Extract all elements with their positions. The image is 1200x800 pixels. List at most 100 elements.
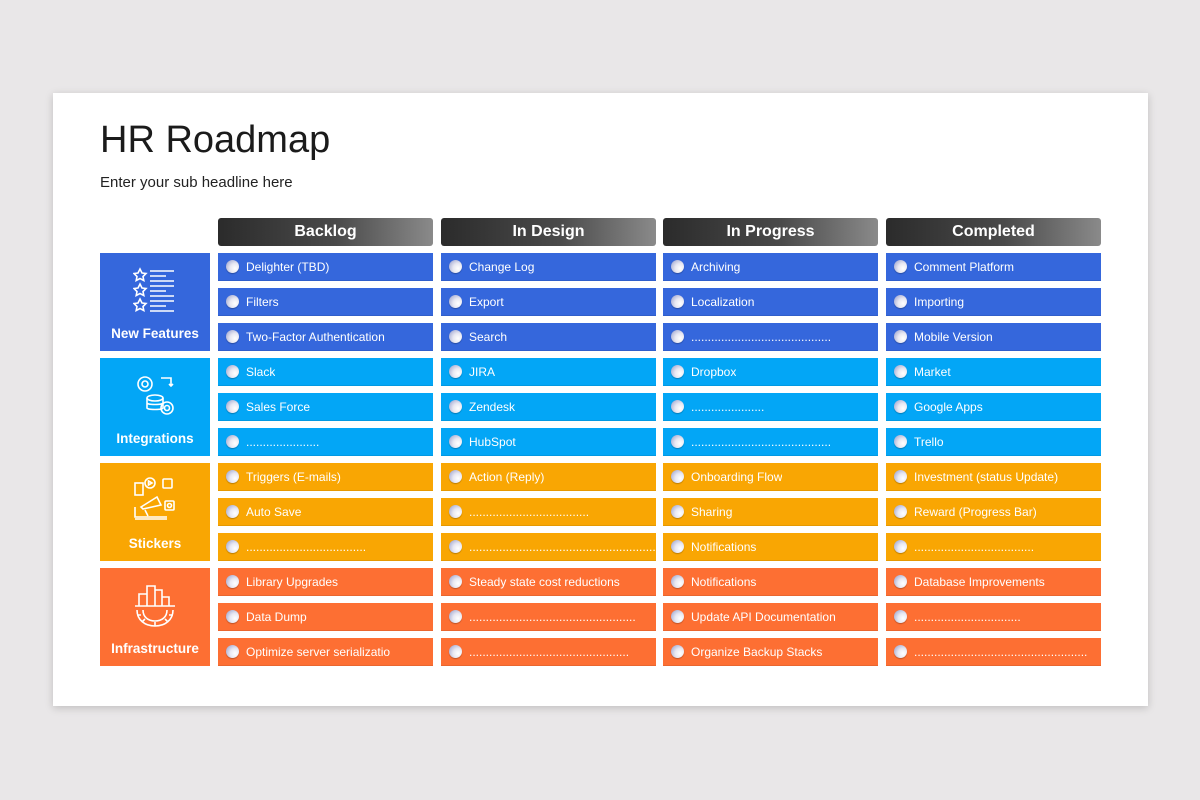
roadmap-item-label: Trello	[914, 434, 944, 449]
bullet-icon	[226, 435, 239, 448]
roadmap-item-label: Onboarding Flow	[691, 469, 783, 484]
star-list-icon	[132, 267, 177, 326]
roadmap-item[interactable]: Delighter (TBD)	[218, 253, 433, 281]
bullet-icon	[671, 645, 684, 658]
roadmap-item-label: Localization	[691, 294, 755, 309]
roadmap-item-label: Optimize server serializatio	[246, 644, 391, 659]
category-label: New Features	[111, 326, 199, 341]
roadmap-item[interactable]: Zendesk	[441, 393, 656, 421]
roadmap-item[interactable]: ........................................…	[663, 323, 878, 351]
roadmap-item[interactable]: Search	[441, 323, 656, 351]
roadmap-item-label: Notifications	[691, 539, 757, 554]
bullet-icon	[671, 540, 684, 553]
roadmap-item[interactable]: ....................................	[441, 498, 656, 526]
roadmap-item[interactable]: Market	[886, 358, 1101, 386]
roadmap-item-label: Market	[914, 364, 951, 379]
bullet-icon	[226, 295, 239, 308]
roadmap-item[interactable]: Steady state cost reductions	[441, 568, 656, 596]
page-title: HR Roadmap	[100, 119, 331, 161]
roadmap-item-label: Action (Reply)	[469, 469, 545, 484]
roadmap-item[interactable]: Investment (status Update)	[886, 463, 1101, 491]
roadmap-item[interactable]: Mobile Version	[886, 323, 1101, 351]
roadmap-item[interactable]: Update API Documentation	[663, 603, 878, 631]
bullet-icon	[226, 365, 239, 378]
roadmap-item[interactable]: Change Log	[441, 253, 656, 281]
roadmap-item-label: Sharing	[691, 504, 733, 519]
bullet-icon	[226, 575, 239, 588]
bullet-icon	[894, 610, 907, 623]
roadmap-item-label: Investment (status Update)	[914, 469, 1059, 484]
column-header-backlog: Backlog	[218, 218, 433, 246]
roadmap-item[interactable]: Onboarding Flow	[663, 463, 878, 491]
roadmap-item-label: ......................	[246, 434, 320, 449]
roadmap-item[interactable]: ........................................…	[663, 428, 878, 456]
bullet-icon	[671, 400, 684, 413]
roadmap-item[interactable]: ....................................	[886, 533, 1101, 561]
roadmap-item-label: ........................................…	[469, 644, 630, 659]
roadmap-item[interactable]: HubSpot	[441, 428, 656, 456]
bullet-icon	[226, 540, 239, 553]
roadmap-item[interactable]: Notifications	[663, 533, 878, 561]
roadmap-item[interactable]: ......................	[663, 393, 878, 421]
bullet-icon	[894, 295, 907, 308]
roadmap-item[interactable]: Localization	[663, 288, 878, 316]
roadmap-item[interactable]: Database Improvements	[886, 568, 1101, 596]
roadmap-item-label: Export	[469, 294, 504, 309]
roadmap-item-label: ........................................…	[914, 644, 1088, 659]
roadmap-item[interactable]: Optimize server serializatio	[218, 638, 433, 666]
roadmap-item-label: Zendesk	[469, 399, 516, 414]
roadmap-item[interactable]: ................................	[886, 603, 1101, 631]
column-header-in-progress: In Progress	[663, 218, 878, 246]
roadmap-item[interactable]: Sharing	[663, 498, 878, 526]
bullet-icon	[449, 575, 462, 588]
roadmap-item-label: Change Log	[469, 259, 535, 274]
roadmap-item[interactable]: Dropbox	[663, 358, 878, 386]
roadmap-item-label: Delighter (TBD)	[246, 259, 330, 274]
roadmap-item[interactable]: ........................................…	[886, 638, 1101, 666]
category-label: Stickers	[128, 536, 182, 551]
roadmap-item[interactable]: Trello	[886, 428, 1101, 456]
roadmap-item[interactable]: Action (Reply)	[441, 463, 656, 491]
bullet-icon	[449, 295, 462, 308]
roadmap-item[interactable]: Triggers (E-mails)	[218, 463, 433, 491]
roadmap-item[interactable]: Sales Force	[218, 393, 433, 421]
roadmap-item[interactable]: Notifications	[663, 568, 878, 596]
category-label: Infrastructure	[111, 641, 199, 656]
roadmap-item-label: Reward (Progress Bar)	[914, 504, 1037, 519]
roadmap-item[interactable]: Archiving	[663, 253, 878, 281]
roadmap-item[interactable]: Export	[441, 288, 656, 316]
bullet-icon	[449, 400, 462, 413]
bullet-icon	[226, 330, 239, 343]
bullet-icon	[671, 505, 684, 518]
bullet-icon	[671, 330, 684, 343]
roadmap-item-label: ........................................…	[691, 434, 832, 449]
roadmap-item[interactable]: Library Upgrades	[218, 568, 433, 596]
roadmap-item[interactable]: ......................	[218, 428, 433, 456]
roadmap-item[interactable]: Two-Factor Authentication	[218, 323, 433, 351]
roadmap-item[interactable]: Comment Platform	[886, 253, 1101, 281]
roadmap-item[interactable]: ....................................	[218, 533, 433, 561]
roadmap-item-label: Organize Backup Stacks	[691, 644, 823, 659]
category-infrastructure: Infrastructure	[100, 568, 210, 666]
roadmap-item[interactable]: JIRA	[441, 358, 656, 386]
roadmap-item[interactable]: Reward (Progress Bar)	[886, 498, 1101, 526]
roadmap-item-label: Archiving	[691, 259, 741, 274]
roadmap-item[interactable]: Filters	[218, 288, 433, 316]
roadmap-item[interactable]: Organize Backup Stacks	[663, 638, 878, 666]
roadmap-item-label: ................................	[914, 609, 1021, 624]
roadmap-item[interactable]: ........................................…	[441, 533, 656, 561]
bullet-icon	[894, 575, 907, 588]
category-integrations: Integrations	[100, 358, 210, 456]
roadmap-item[interactable]: ........................................…	[441, 603, 656, 631]
roadmap-item-label: ....................................	[246, 539, 367, 554]
roadmap-item[interactable]: Importing	[886, 288, 1101, 316]
slide: HR Roadmap Enter your sub headline here …	[53, 93, 1148, 706]
city-gear-icon	[133, 582, 177, 641]
roadmap-item-label: ....................................	[469, 504, 590, 519]
roadmap-item[interactable]: Auto Save	[218, 498, 433, 526]
roadmap-item[interactable]: Google Apps	[886, 393, 1101, 421]
roadmap-item[interactable]: Slack	[218, 358, 433, 386]
roadmap-item[interactable]: Data Dump	[218, 603, 433, 631]
roadmap-item[interactable]: ........................................…	[441, 638, 656, 666]
roadmap-item-label: Filters	[246, 294, 279, 309]
